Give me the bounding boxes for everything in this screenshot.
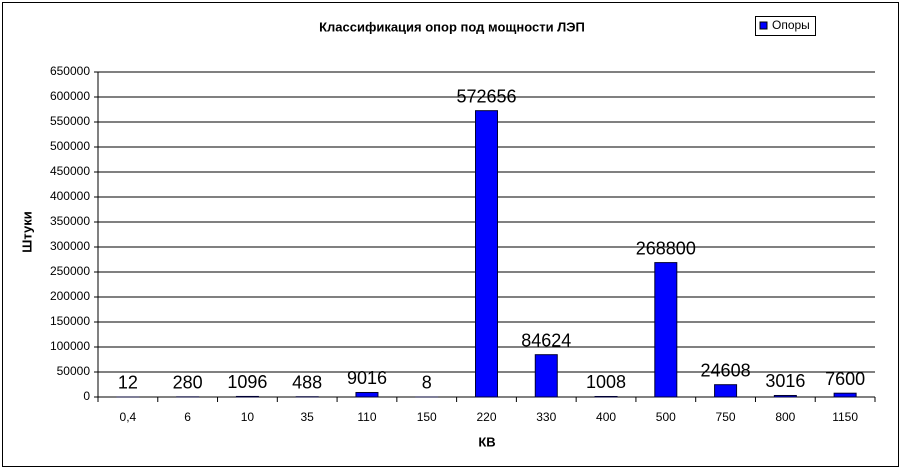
chart-title: Классификация опор под мощности ЛЭП bbox=[319, 19, 585, 34]
bar bbox=[654, 262, 678, 398]
y-tick-label: 200000 bbox=[50, 289, 90, 303]
x-tick-label: 1150 bbox=[832, 410, 858, 424]
data-label: 12 bbox=[118, 373, 138, 393]
x-tick-label: 750 bbox=[716, 410, 736, 424]
y-axis-title: Штуки bbox=[19, 211, 34, 252]
data-label: 7600 bbox=[825, 369, 865, 389]
x-tick-label: 0,4 bbox=[120, 410, 137, 424]
y-tick-label: 50000 bbox=[57, 364, 91, 378]
y-tick-label: 300000 bbox=[50, 239, 90, 253]
y-tick-label: 250000 bbox=[50, 264, 90, 278]
bar bbox=[833, 392, 857, 398]
data-label: 9016 bbox=[347, 368, 387, 388]
x-tick-label: 400 bbox=[596, 410, 616, 424]
legend-box bbox=[755, 16, 816, 36]
y-tick-label: 500000 bbox=[50, 139, 90, 153]
y-tick-label: 150000 bbox=[50, 314, 90, 328]
bar bbox=[773, 394, 797, 398]
data-label: 8 bbox=[422, 373, 432, 393]
y-tick-label: 350000 bbox=[50, 214, 90, 228]
y-tick-label: 600000 bbox=[50, 89, 90, 103]
data-label: 24608 bbox=[701, 360, 751, 380]
x-tick-label: 220 bbox=[476, 410, 496, 424]
legend-swatch bbox=[759, 21, 768, 30]
x-tick-label: 500 bbox=[656, 410, 676, 424]
bar bbox=[594, 395, 618, 398]
data-label: 488 bbox=[292, 373, 322, 393]
y-tick-label: 400000 bbox=[50, 189, 90, 203]
x-axis-title: КВ bbox=[478, 434, 495, 449]
data-label: 1008 bbox=[586, 372, 626, 392]
x-tick-label: 800 bbox=[775, 410, 795, 424]
x-tick-label: 10 bbox=[241, 410, 255, 424]
data-label: 84624 bbox=[521, 330, 571, 350]
x-tick-label: 6 bbox=[184, 410, 191, 424]
x-tick-label: 150 bbox=[417, 410, 437, 424]
data-label: 1096 bbox=[227, 372, 267, 392]
bar bbox=[714, 384, 738, 398]
bar bbox=[475, 110, 498, 398]
bar bbox=[534, 354, 558, 398]
y-tick-label: 450000 bbox=[50, 164, 90, 178]
y-tick-label: 650000 bbox=[50, 64, 90, 78]
bar bbox=[355, 391, 379, 398]
y-tick-label: 0 bbox=[83, 389, 90, 403]
x-tick-label: 110 bbox=[357, 410, 376, 424]
data-label: 3016 bbox=[765, 371, 805, 391]
y-tick-label: 100000 bbox=[50, 339, 90, 353]
data-label: 280 bbox=[173, 373, 203, 393]
bar bbox=[235, 395, 259, 398]
data-label: 572656 bbox=[456, 86, 516, 106]
y-tick-label: 550000 bbox=[50, 114, 90, 128]
x-tick-label: 330 bbox=[536, 410, 556, 424]
x-tick-label: 35 bbox=[301, 410, 315, 424]
legend-label: Опоры bbox=[772, 18, 810, 32]
data-label: 268800 bbox=[636, 238, 696, 258]
